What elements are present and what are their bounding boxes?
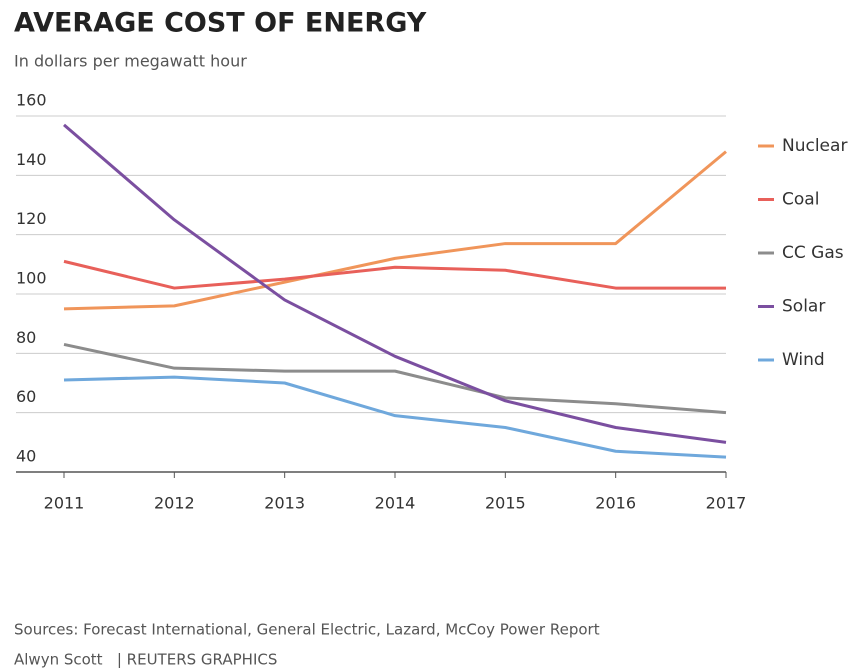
x-tick-label: 2016 [595, 494, 636, 513]
legend-label: Wind [782, 350, 825, 370]
x-tick-label: 2011 [44, 494, 85, 513]
y-tick-label: 80 [16, 328, 36, 347]
y-tick-label: 140 [16, 150, 47, 169]
y-tick-label: 100 [16, 269, 47, 288]
y-tick-label: 40 [16, 447, 36, 466]
legend-label: CC Gas [782, 243, 844, 263]
y-tick-label: 60 [16, 387, 36, 406]
y-tick-label: 160 [16, 91, 47, 110]
series-line [63, 375, 727, 459]
chart-subtitle: In dollars per megawatt hour [14, 52, 247, 71]
x-tick-label: 2013 [264, 494, 305, 513]
x-tick-label: 2014 [375, 494, 416, 513]
legend-label: Nuclear [782, 136, 847, 156]
series-line [63, 342, 727, 415]
x-tick-label: 2017 [706, 494, 747, 513]
legend-label: Solar [782, 297, 825, 317]
credit: Alwyn Scott | REUTERS GRAPHICS [14, 651, 277, 668]
source: Sources: Forecast International, General… [14, 621, 600, 639]
series-line [63, 150, 727, 311]
x-tick-label: 2015 [485, 494, 526, 513]
chart-title: AVERAGE COST OF ENERGY [14, 8, 427, 39]
x-tick-label: 2012 [154, 494, 195, 513]
series-line [63, 123, 727, 444]
y-tick-label: 120 [16, 209, 47, 228]
series-line [63, 259, 726, 290]
legend-label: Coal [782, 190, 819, 210]
